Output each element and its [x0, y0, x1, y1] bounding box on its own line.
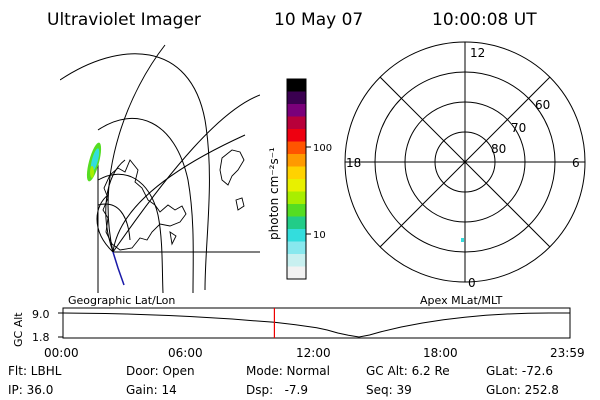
altitude-plot: GC Alt 9.0 1.8 00:00 06:00 12:00 18:00 2…	[12, 307, 585, 360]
altitude-ylabel: GC Alt	[12, 312, 25, 347]
status-glon: GLon: 252.8	[486, 383, 559, 397]
mlt-label-18: 18	[346, 156, 361, 170]
satellite-track	[112, 251, 125, 286]
polar-plot	[344, 41, 586, 283]
altitude-xtick-label: 12:00	[296, 346, 331, 360]
altitude-series	[62, 312, 570, 338]
polar-spoke	[379, 76, 551, 248]
map-grid-arc	[97, 117, 194, 293]
mlat-label-80: 80	[491, 142, 506, 156]
colorbar-cell	[287, 104, 306, 117]
colorbar-cell	[287, 204, 306, 217]
instrument-title: Ultraviolet Imager	[47, 10, 201, 30]
colorbar-cell	[287, 216, 306, 230]
time-label: 10:00:08 UT	[432, 10, 537, 30]
polar-emission-dot	[461, 238, 464, 242]
left-panel-label: Geographic Lat/Lon	[68, 294, 175, 307]
status-gain: Gain: 14	[126, 383, 177, 397]
status-glat: GLat: -72.6	[486, 364, 553, 378]
colorbar-cell	[287, 241, 306, 255]
colorbar-cell	[287, 179, 306, 192]
mlat-label-60: 60	[535, 98, 550, 112]
status-door: Door: Open	[126, 364, 195, 378]
colorbar-cell	[287, 141, 306, 155]
altitude-xtick-label: 18:00	[423, 346, 458, 360]
coastline	[219, 149, 245, 186]
mlat-label-70: 70	[511, 121, 526, 135]
status-dsp: Dsp: -7.9	[246, 383, 308, 397]
map-grid-arc	[60, 53, 210, 291]
colorbar-cell	[287, 91, 306, 105]
map-grid-arc	[107, 44, 166, 253]
colorbar-cell	[287, 254, 306, 267]
status-ip: IP: 36.0	[8, 383, 53, 397]
altitude-ytick-label: 9.0	[32, 308, 50, 321]
map-grid-arc	[96, 194, 114, 253]
colorbar-cell	[287, 129, 306, 142]
status-mode: Mode: Normal	[246, 364, 330, 378]
mlt-label-0: 0	[468, 276, 476, 290]
mlt-label-6: 6	[572, 156, 580, 170]
colorbar-cell	[287, 191, 306, 205]
altitude-plot-frame	[62, 307, 571, 339]
map-grid-arc	[112, 94, 260, 253]
map-grid-arc	[105, 159, 126, 253]
colorbar-cell	[287, 79, 306, 92]
altitude-xtick-label: 00:00	[44, 346, 79, 360]
status-filter: Flt: LBHL	[8, 364, 62, 378]
colorbar-title: photon cm⁻²s⁻¹	[267, 147, 281, 240]
altitude-ytick-label: 1.8	[32, 331, 50, 344]
status-footer: Flt: LBHL Door: Open Mode: Normal GC Alt…	[8, 364, 559, 397]
colorbar-cell	[287, 229, 306, 242]
colorbar-cell	[287, 166, 306, 180]
status-seq: Seq: 39	[366, 383, 412, 397]
colorbar-tick-100: 100	[306, 143, 332, 154]
colorbar-tick-10: 10	[306, 230, 326, 241]
coastline	[169, 231, 177, 246]
map-grid-arc	[112, 134, 246, 253]
aurora-emission	[86, 142, 102, 182]
colorbar-frame	[286, 78, 307, 280]
status-gc-alt: GC Alt: 6.2 Re	[366, 364, 450, 378]
coastline	[102, 159, 187, 251]
geographic-map	[60, 44, 260, 293]
colorbar-tick-label: 10	[313, 230, 326, 241]
colorbar: 100 10 photon cm⁻²s⁻¹	[267, 78, 332, 280]
coastline	[235, 197, 245, 211]
map-grid-arc	[97, 173, 164, 293]
altitude-xtick-label: 23:59	[550, 346, 585, 360]
colorbar-cell	[287, 116, 306, 130]
colorbar-tick-label: 100	[313, 143, 332, 154]
altitude-line	[62, 312, 570, 338]
date-label: 10 May 07	[274, 10, 363, 30]
colorbar-cell	[287, 154, 306, 167]
right-panel-label: Apex MLat/MLT	[420, 294, 503, 307]
colorbar-cell	[287, 266, 306, 280]
map-grid-arc	[97, 203, 131, 241]
mlt-label-12: 12	[470, 46, 485, 60]
altitude-xtick-label: 06:00	[168, 346, 203, 360]
